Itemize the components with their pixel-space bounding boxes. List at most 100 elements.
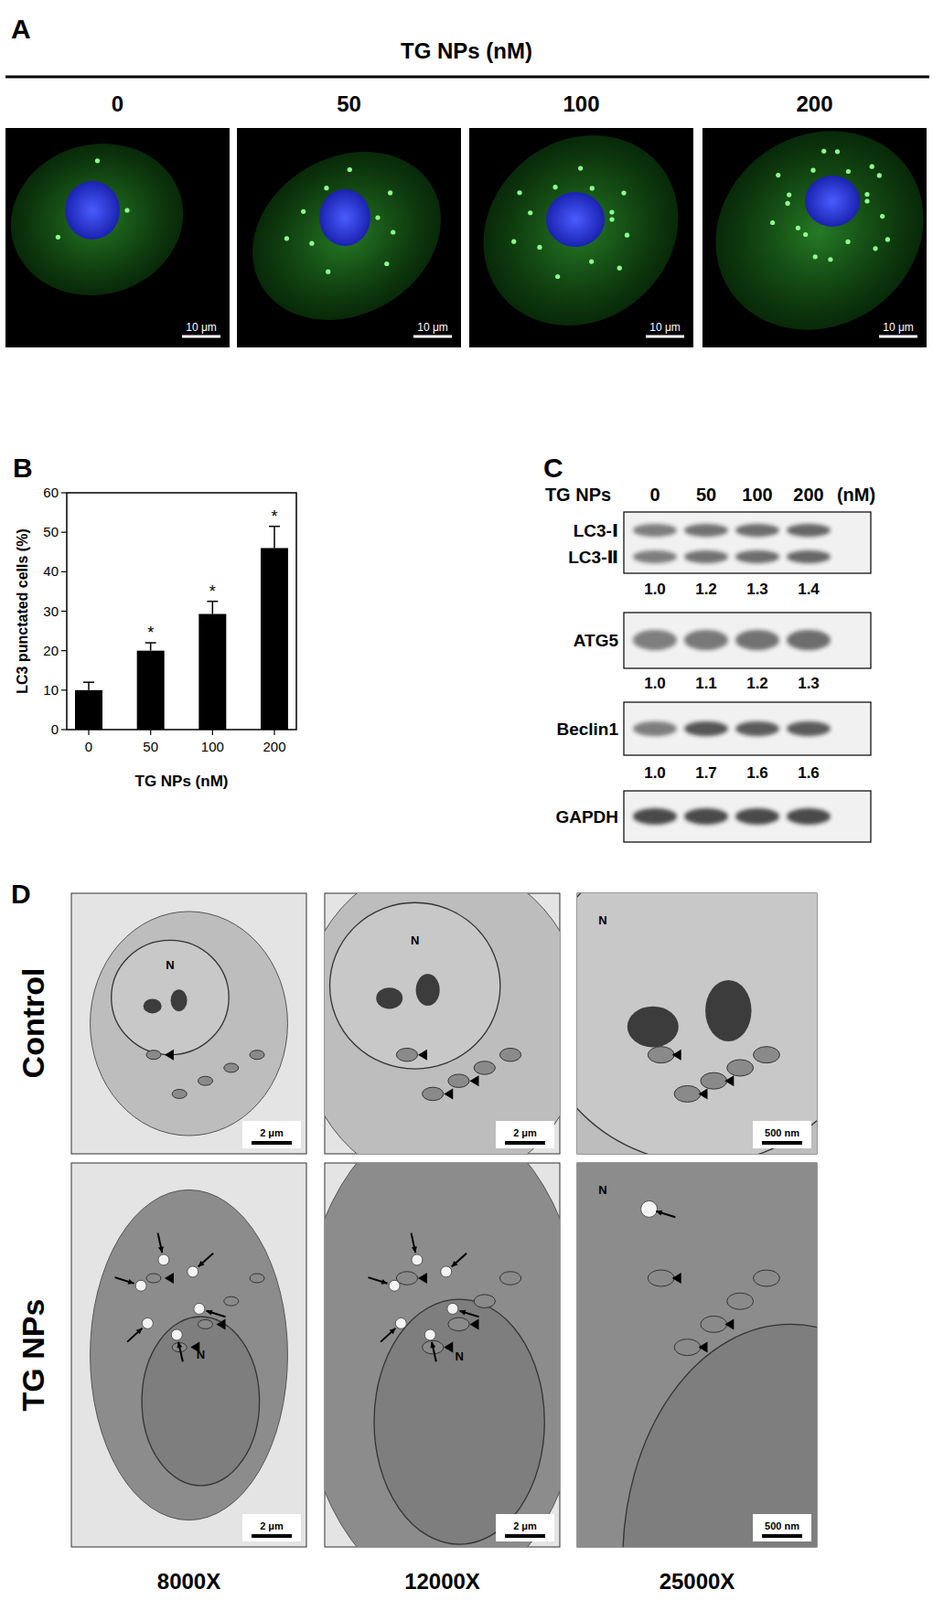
protein-label: LC3-Ⅰ (573, 521, 619, 541)
nucleus-label: N (454, 1350, 463, 1364)
blot (623, 791, 871, 843)
punctum (877, 172, 882, 178)
nucleus (546, 192, 605, 247)
punctum (869, 164, 875, 170)
quantification: 1.7 (695, 764, 718, 783)
cell (469, 128, 694, 348)
nucleolus (627, 1007, 679, 1049)
nucleus-label: N (196, 1348, 205, 1362)
scale-bar-label: 500 nm (764, 1521, 800, 1533)
scale-bar-box (495, 1514, 555, 1543)
mitochondrion (448, 1074, 470, 1089)
row-label: Control (15, 968, 51, 1080)
mitochondrion (224, 1063, 239, 1073)
vacuole (158, 1254, 170, 1266)
punctum (387, 190, 393, 195)
nucleolus (705, 980, 751, 1042)
scale-bar-box (242, 1121, 301, 1149)
arrowhead-marker (672, 1273, 682, 1285)
vacuole (171, 1329, 183, 1341)
vacuole (395, 1318, 407, 1330)
punctum (300, 209, 306, 215)
mitochondrion (197, 1319, 213, 1330)
bar (75, 690, 103, 730)
column-label: 200 (795, 91, 833, 117)
scale-bar-label: 500 nm (764, 1127, 800, 1139)
punctum (284, 235, 290, 241)
punctum (775, 172, 781, 178)
nucleus (622, 1324, 817, 1548)
scale-bar (761, 1141, 803, 1146)
mitochondrion (448, 1318, 470, 1332)
punctum (589, 185, 595, 191)
band (684, 630, 729, 651)
row-label: TG NPs (15, 1299, 51, 1413)
arrow-head (176, 1342, 183, 1350)
mitochondrion (473, 1061, 495, 1076)
panel-label: A (10, 13, 32, 44)
band (684, 524, 729, 537)
arrow-head (198, 1261, 205, 1267)
quantification: 1.2 (695, 580, 718, 599)
scale-bar-box (752, 1514, 812, 1543)
mitochondrion (647, 1270, 675, 1287)
scale-bar-label: 2 μm (259, 1521, 284, 1533)
arrowhead-marker (698, 1342, 708, 1354)
punctum (813, 254, 818, 259)
blot-header: TG NPs (545, 484, 612, 505)
quantification: 1.0 (643, 764, 666, 783)
cell (577, 893, 817, 1155)
y-tick (61, 571, 67, 573)
punctum (786, 192, 792, 197)
mitochondrion (422, 1087, 444, 1102)
header-rule (5, 75, 930, 79)
punctum (835, 149, 840, 154)
mitochondrion (499, 1048, 521, 1062)
scale-bar (251, 1534, 292, 1539)
quantification: 1.0 (643, 580, 666, 599)
vacuole (141, 1318, 153, 1330)
significance: * (209, 582, 216, 601)
vacuole (424, 1329, 436, 1341)
error-bar (145, 643, 157, 652)
mitochondrion (727, 1060, 754, 1077)
error-stem (273, 526, 276, 549)
micrograph-content (324, 893, 560, 1155)
nucleus-label: N (410, 933, 419, 948)
quantification: 1.6 (797, 764, 820, 783)
band (735, 808, 780, 826)
cell (236, 128, 462, 348)
punctum (803, 232, 808, 237)
cell (324, 893, 560, 1155)
punctum (864, 192, 869, 197)
band (632, 630, 677, 651)
quantification: 1.3 (746, 580, 769, 599)
mitochondrion (674, 1085, 701, 1103)
micrograph (71, 1163, 307, 1548)
mitochondrion (249, 1050, 265, 1061)
y-tick-label: 60 (42, 484, 59, 501)
arrowhead-marker (698, 1088, 708, 1100)
arrowhead-marker (164, 1050, 174, 1062)
band (735, 524, 780, 537)
scale-bar-label: 10 μm (185, 321, 217, 334)
quantification: 1.2 (746, 675, 769, 693)
scale-bar (182, 335, 221, 339)
band (684, 550, 729, 564)
column-label: 50 (336, 91, 362, 117)
mitochondrion (146, 1274, 161, 1284)
punctum (609, 209, 614, 215)
error-cap (268, 525, 280, 528)
nucleus-label: N (165, 958, 174, 973)
punctum (872, 246, 878, 251)
column-label: 12000X (404, 1569, 481, 1595)
micrograph (71, 893, 307, 1155)
quantification: 1.1 (695, 675, 718, 693)
band (632, 808, 677, 826)
band (735, 630, 780, 651)
micrograph-content (236, 128, 462, 348)
punctum (827, 257, 833, 262)
punctum (589, 258, 594, 264)
band (786, 721, 831, 737)
arrow-head (206, 1310, 214, 1317)
